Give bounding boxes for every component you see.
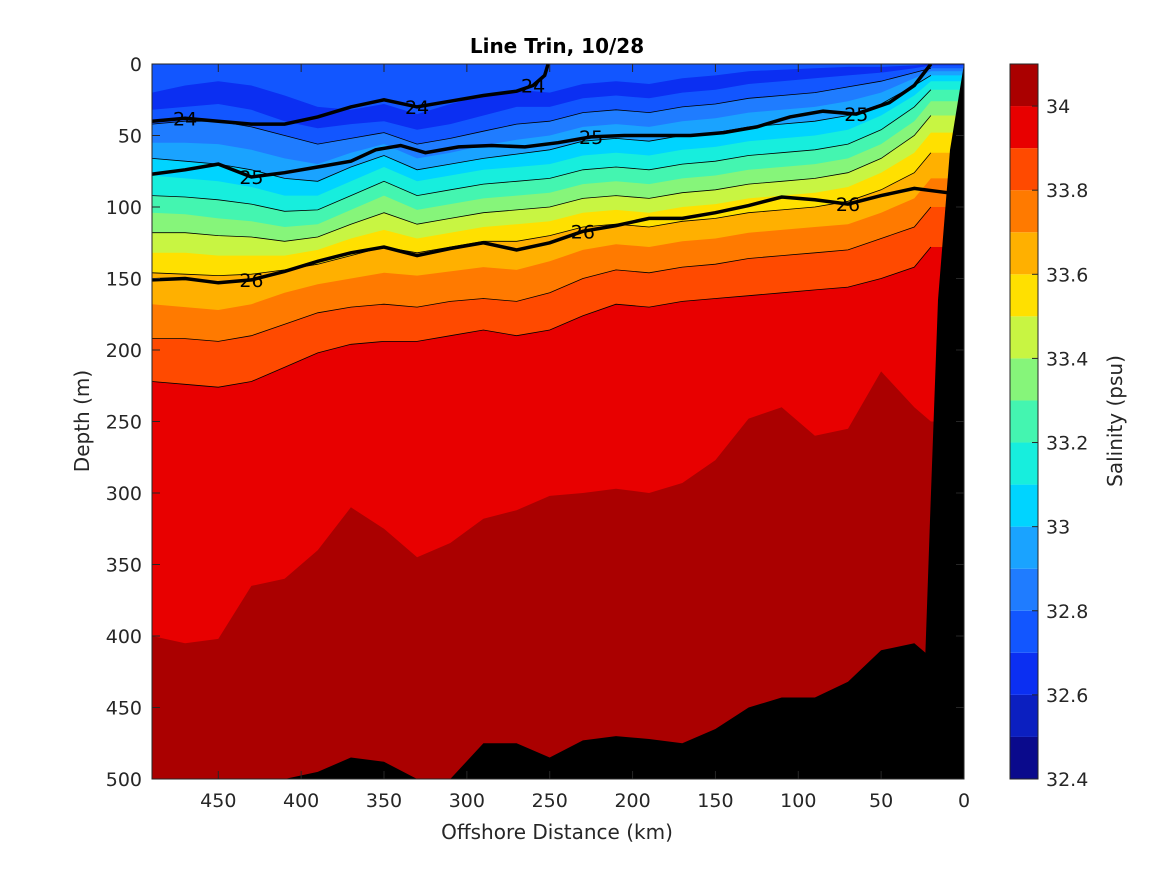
salinity-band-34 xyxy=(152,371,964,779)
plot-area: 24 24 24 25 25 25 26 26 26 xyxy=(152,64,964,779)
thin-contour-33.8 xyxy=(152,206,932,342)
colorbar-tick-label: 32.4 xyxy=(1046,769,1088,791)
seafloor-mask xyxy=(921,64,964,779)
contour-label-25-0: 25 xyxy=(239,167,263,189)
salinity-band-34.1 xyxy=(152,643,964,779)
thin-contour-33.4 xyxy=(152,115,932,242)
chart-title: Line Trin, 10/28 xyxy=(470,34,644,58)
contour-label-25-2: 25 xyxy=(844,104,868,126)
colorbar-frame xyxy=(1009,63,1039,780)
x-tick-label: 100 xyxy=(780,790,816,812)
contour-label-26-2: 26 xyxy=(836,194,860,216)
contour-label-24-1: 24 xyxy=(405,97,429,119)
x-tick-label: 200 xyxy=(614,790,650,812)
colorbar-swatch xyxy=(1010,274,1038,317)
colorbar-tick-label: 32.8 xyxy=(1046,601,1088,623)
colorbar-tick-label: 32.6 xyxy=(1046,685,1088,707)
thin-contour-33.2 xyxy=(152,89,932,212)
contour-label-24-0: 24 xyxy=(173,108,197,130)
colorbar-swatch xyxy=(1010,484,1038,527)
x-axis-label: Offshore Distance (km) xyxy=(441,820,673,844)
y-tick-label: 500 xyxy=(106,769,142,791)
colorbar-swatch xyxy=(1010,736,1038,779)
colorbar-swatch xyxy=(1010,190,1038,233)
colorbar-swatch xyxy=(1010,232,1038,275)
y-tick-label: 300 xyxy=(106,483,142,505)
density-contour-24 xyxy=(152,64,550,126)
y-tick-label: 150 xyxy=(106,269,142,291)
colorbar-swatch xyxy=(1010,610,1038,653)
colorbar-tick-label: 34 xyxy=(1046,96,1070,118)
y-tick-label: 250 xyxy=(106,412,142,434)
y-tick-label: 50 xyxy=(118,126,142,148)
salinity-bands xyxy=(152,64,964,779)
colorbar-tick-label: 33.6 xyxy=(1046,264,1088,286)
x-tick-label: 150 xyxy=(697,790,733,812)
contour-label-26-0: 26 xyxy=(239,270,263,292)
colorbar-swatch xyxy=(1010,106,1038,149)
x-tick-label: 300 xyxy=(449,790,485,812)
x-tick-label: 50 xyxy=(869,790,893,812)
colorbar-swatch xyxy=(1010,526,1038,569)
contour-label-25-1: 25 xyxy=(579,127,603,149)
colorbar-tick-label: 33 xyxy=(1046,517,1070,539)
y-tick-label: 200 xyxy=(106,340,142,362)
y-tick-label: 350 xyxy=(106,555,142,577)
colorbar: 32.4 32.6 32.8 33 33.2 33.4 33.6 33.8 34 xyxy=(1010,64,1088,791)
colorbar-swatch xyxy=(1010,148,1038,191)
colorbar-label: Salinity (psu) xyxy=(1103,355,1127,487)
x-tick-label: 400 xyxy=(283,790,319,812)
x-axis: 450 400 350 300 250 200 150 100 50 0 xyxy=(200,64,970,812)
thin-contour-33.9 xyxy=(152,246,932,388)
y-tick-label: 450 xyxy=(106,698,142,720)
colorbar-swatch xyxy=(1010,442,1038,485)
contour-label-26-1: 26 xyxy=(571,221,595,243)
contour-label-24-2: 24 xyxy=(521,75,545,97)
colorbar-tick-label: 33.4 xyxy=(1046,348,1088,370)
colorbar-swatch xyxy=(1010,400,1038,443)
density-contours: 24 24 24 25 25 25 26 26 26 xyxy=(152,64,948,292)
x-tick-label: 350 xyxy=(366,790,402,812)
y-axis-label: Depth (m) xyxy=(70,370,94,472)
density-contour-26 xyxy=(152,186,948,285)
colorbar-swatch xyxy=(1010,316,1038,359)
y-axis: 0 50 100 150 200 250 300 350 400 450 500 xyxy=(106,54,964,791)
colorbar-swatch xyxy=(1010,652,1038,695)
colorbar-swatch xyxy=(1010,358,1038,401)
y-tick-label: 0 xyxy=(130,54,142,76)
y-tick-label: 400 xyxy=(106,626,142,648)
density-contour-25 xyxy=(152,64,933,179)
colorbar-tick-label: 33.8 xyxy=(1046,180,1088,202)
x-tick-label: 250 xyxy=(532,790,568,812)
colorbar-swatch xyxy=(1010,568,1038,611)
colorbar-swatch xyxy=(1010,64,1038,107)
y-tick-label: 100 xyxy=(106,197,142,219)
colorbar-tick-label: 33.2 xyxy=(1046,433,1088,455)
x-tick-label: 450 xyxy=(200,790,236,812)
thin-contour-33 xyxy=(152,75,932,182)
colorbar-swatch xyxy=(1010,694,1038,737)
x-tick-label: 0 xyxy=(958,790,970,812)
thin-contour-32.8 xyxy=(152,67,932,145)
